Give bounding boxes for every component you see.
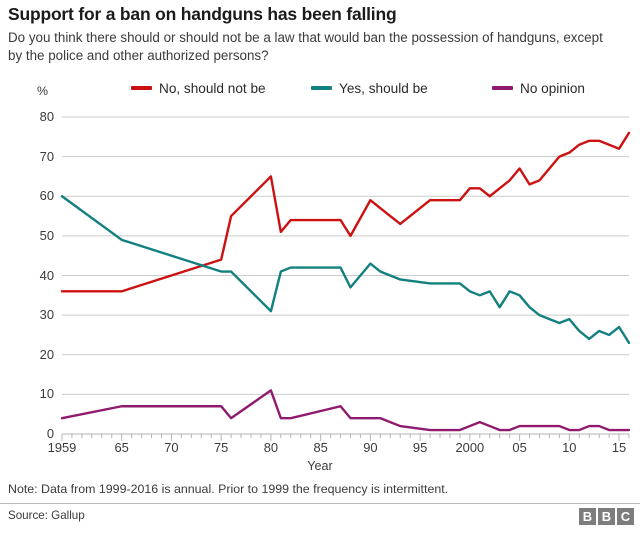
series-line-1: [60, 195, 631, 345]
legend-label-yes-should-be: Yes, should be: [339, 80, 428, 96]
bbc-logo-letter-1: B: [579, 508, 596, 525]
y-axis-tick-label-40: 40: [39, 267, 54, 283]
bbc-logo-letter-2: B: [598, 508, 615, 525]
x-axis-tick-label-75: 75: [213, 440, 229, 455]
legend-swatch-no-should-not-be: [131, 86, 152, 90]
chart-legend: No, should not be Yes, should be No opin…: [8, 78, 632, 98]
x-axis-tick-label-1959: 1959: [47, 440, 77, 455]
footer-divider: [0, 503, 640, 504]
y-axis-tick-label-70: 70: [39, 148, 54, 164]
y-axis-tick-label-80: 80: [39, 109, 54, 124]
x-axis-tick-label-70: 70: [164, 440, 179, 455]
x-axis-tick-label-05: 05: [512, 440, 527, 455]
series-line-0: [60, 131, 631, 293]
y-axis-tick-label-10: 10: [39, 386, 54, 402]
legend-item-yes-should-be: Yes, should be: [311, 78, 428, 98]
legend-swatch-no-opinion: [492, 86, 513, 90]
series-line-2: [60, 389, 631, 432]
legend-label-no-should-not-be: No, should not be: [159, 80, 266, 96]
legend-item-no-should-not-be: No, should not be: [131, 78, 266, 98]
chart-source: Source: Gallup: [8, 509, 85, 522]
chart-subtitle: Do you think there should or should not …: [8, 30, 603, 63]
y-axis-tick-label-60: 60: [39, 188, 54, 204]
legend-label-no-opinion: No opinion: [520, 80, 585, 96]
x-axis-title: Year: [307, 459, 333, 473]
x-axis-tick-label-85: 85: [313, 440, 328, 455]
x-axis-tick-label-95: 95: [412, 440, 428, 455]
x-axis-tick-label-2000: 2000: [455, 440, 485, 455]
x-axis-tick-label-80: 80: [263, 440, 279, 455]
y-axis-unit-label: %: [37, 84, 49, 98]
bbc-logo-letter-3: C: [617, 508, 634, 525]
legend-swatch-yes-should-be: [311, 86, 332, 90]
chart-note: Note: Data from 1999-2016 is annual. Pri…: [8, 482, 449, 496]
legend-item-no-opinion: No opinion: [492, 78, 585, 98]
y-axis-tick-label-30: 30: [39, 307, 54, 323]
y-axis-tick-label-20: 20: [39, 346, 54, 362]
x-axis-tick-label-10: 10: [562, 440, 577, 455]
x-axis-tick-label-65: 65: [114, 440, 129, 455]
bbc-logo: B B C: [579, 508, 634, 525]
x-axis-tick-label-15: 15: [611, 440, 627, 455]
x-axis-tick-label-90: 90: [363, 440, 378, 455]
page-title: Support for a ban on handguns has been f…: [8, 4, 397, 24]
y-axis-tick-label-0: 0: [46, 426, 54, 441]
y-axis-tick-label-50: 50: [39, 227, 54, 243]
